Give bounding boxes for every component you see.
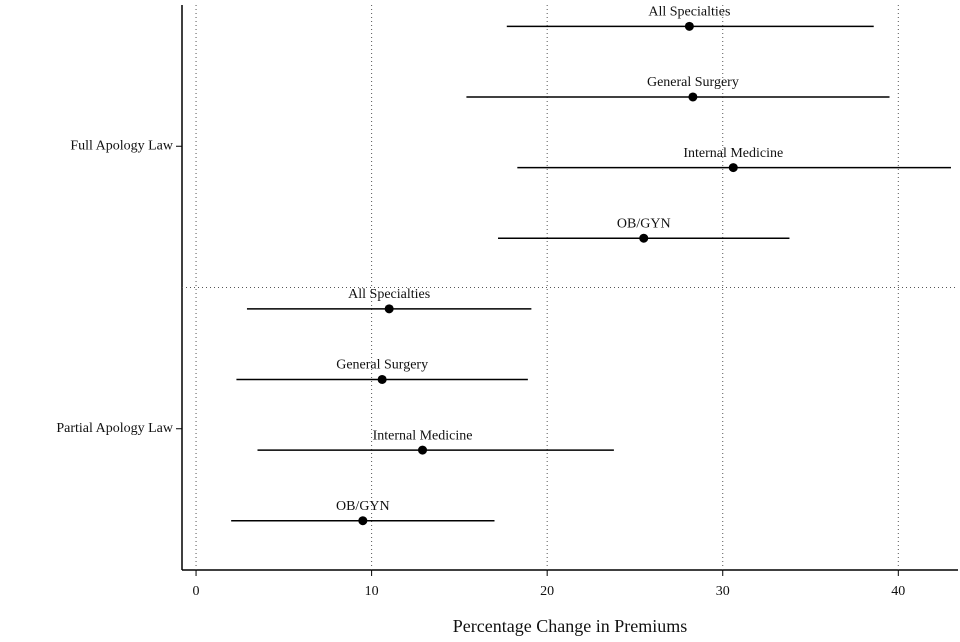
x-axis-title: Percentage Change in Premiums bbox=[453, 616, 687, 636]
point-label: OB/GYN bbox=[336, 499, 390, 514]
y-tick-label: Full Apology Law bbox=[70, 138, 174, 153]
point-label: All Specialties bbox=[348, 287, 430, 302]
y-tick-label: Partial Apology Law bbox=[56, 421, 174, 436]
point-label: Internal Medicine bbox=[683, 146, 783, 161]
point bbox=[384, 304, 394, 314]
x-tick-label: 0 bbox=[193, 584, 200, 599]
point-label: All Specialties bbox=[648, 5, 730, 20]
point-label: OB/GYN bbox=[617, 216, 671, 231]
x-tick-label: 10 bbox=[365, 584, 379, 599]
point bbox=[377, 374, 387, 384]
x-tick-label: 30 bbox=[716, 584, 730, 599]
point-label: Internal Medicine bbox=[373, 428, 473, 443]
point bbox=[418, 445, 428, 455]
x-tick-label: 20 bbox=[540, 584, 554, 599]
x-tick-label: 40 bbox=[891, 584, 905, 599]
point bbox=[728, 163, 738, 173]
point-label: General Surgery bbox=[336, 358, 428, 373]
point bbox=[688, 92, 698, 102]
point-label: General Surgery bbox=[647, 75, 739, 90]
point bbox=[358, 516, 368, 526]
point bbox=[639, 233, 649, 243]
point bbox=[684, 21, 694, 31]
